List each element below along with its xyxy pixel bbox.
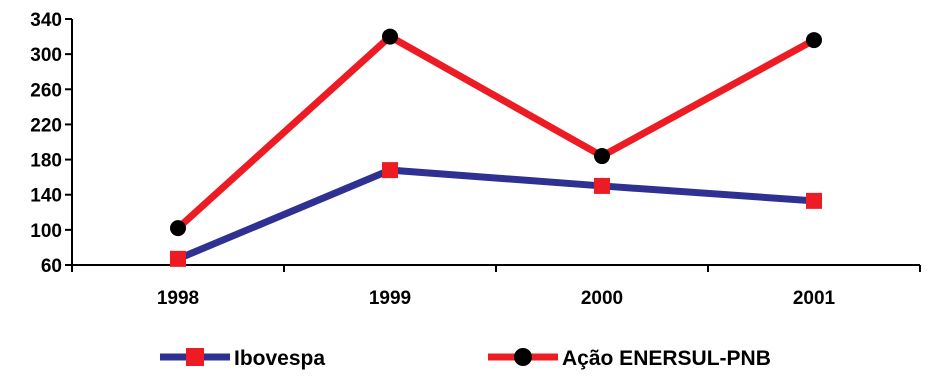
chart-axes	[71, 19, 920, 266]
legend-marker-1	[186, 348, 204, 366]
legend-marker-2	[514, 348, 532, 366]
x-tick-label: 1998	[157, 288, 199, 309]
series-lines	[175, 32, 816, 263]
x-tick-label: 2000	[581, 288, 623, 309]
y-tick-label: 300	[30, 45, 62, 66]
chart-legend: Ibovespa Ação ENERSUL-PNB	[160, 347, 771, 370]
series-1-point	[594, 177, 610, 194]
series-2-point	[806, 32, 822, 49]
series-line-2	[175, 32, 816, 231]
x-tick-label: 2001	[793, 288, 836, 309]
y-tick-label: 100	[30, 221, 62, 242]
y-tick-label: 220	[30, 115, 62, 136]
series-markers	[170, 28, 822, 267]
y-tick-label: 340	[30, 10, 62, 31]
series-1-point	[170, 250, 186, 267]
y-axis-ticks: 60 100 140 180 220 260 300 340	[30, 10, 72, 277]
x-axis-ticks: 1998 1999 2000 2001	[71, 265, 921, 309]
series-2-point	[382, 28, 398, 45]
y-tick-label: 60	[41, 256, 62, 277]
series-2-point	[170, 220, 186, 237]
legend-label-2: Ação ENERSUL-PNB	[562, 347, 771, 370]
x-tick-label: 1999	[369, 288, 411, 309]
y-tick-label: 260	[30, 80, 62, 101]
series-1-point	[382, 162, 398, 179]
y-tick-label: 140	[30, 186, 62, 207]
series-2-point	[594, 148, 610, 165]
y-tick-label: 180	[30, 151, 62, 172]
series-line-1	[176, 166, 815, 263]
legend-label-1: Ibovespa	[234, 347, 325, 370]
series-1-point	[806, 192, 822, 209]
